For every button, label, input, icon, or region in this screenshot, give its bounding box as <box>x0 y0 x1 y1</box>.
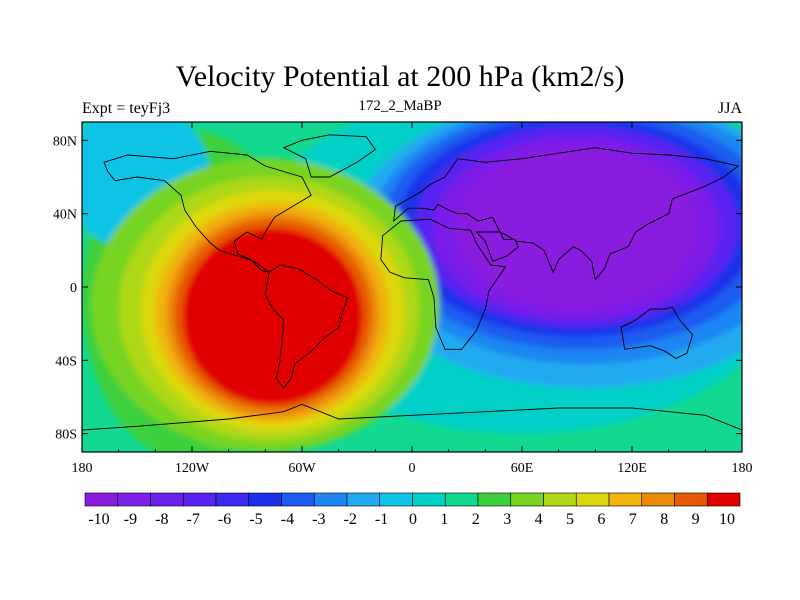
colorbar-label: 6 <box>597 511 605 528</box>
colorbar-cell <box>575 492 610 507</box>
coastline-eurasia <box>393 147 740 281</box>
coastline-antarctica <box>82 403 742 452</box>
field-band <box>456 147 698 309</box>
x-tick-label: 120W <box>175 461 210 476</box>
case-label: 172_2_MaBP <box>358 98 442 114</box>
x-tick-label: 120E <box>617 461 647 476</box>
colorbar-label: 3 <box>503 511 511 528</box>
colorbar-cell <box>281 492 315 507</box>
contour-field <box>82 122 742 452</box>
colorbar-cell <box>150 492 184 507</box>
colorbar-cell <box>84 492 119 507</box>
colorbar-cell <box>543 492 577 507</box>
colorbar-label: -1 <box>375 511 388 528</box>
colorbar-cell <box>412 492 446 507</box>
colorbar-label: 2 <box>472 511 480 528</box>
coastline-africa <box>380 218 507 350</box>
colorbar-label: -3 <box>312 511 325 528</box>
x-tick-label: 180 <box>732 461 753 476</box>
colorbar-cell <box>674 492 708 507</box>
coastline-australia <box>620 306 694 360</box>
experiment-label: Expt = teyFj3 <box>82 100 171 117</box>
continent-outlines <box>82 134 742 452</box>
colorbar-label: 10 <box>719 511 735 528</box>
axes: 180 120W 60W 0 60E 120E 180 80N 40N 0 40S 80S <box>53 122 753 476</box>
colorbar-cell <box>248 492 282 507</box>
x-tick-label: 0 <box>409 461 416 476</box>
x-tick-label: 180 <box>72 461 93 476</box>
colorbar-label: 0 <box>409 511 417 528</box>
colorbar-label: -2 <box>344 511 357 528</box>
colorbar-label: 8 <box>660 511 668 528</box>
colorbar-label: 4 <box>535 511 543 528</box>
x-tick-label: 60E <box>511 461 534 476</box>
colorbar-label: -10 <box>88 511 109 528</box>
y-tick-label: 40S <box>55 354 77 369</box>
colorbar-label: 1 <box>440 511 448 528</box>
colorbar-label: -7 <box>187 511 200 528</box>
colorbar-label: 5 <box>566 511 574 528</box>
colorbar-cell <box>641 492 675 507</box>
y-tick-label: 0 <box>70 281 77 296</box>
colorbar-cell <box>117 492 151 507</box>
colorbar-label: -5 <box>249 511 262 528</box>
colorbar-cell <box>182 492 217 507</box>
season-label: JJA <box>717 100 742 117</box>
x-tick-label: 60W <box>288 461 316 476</box>
colorbar-cell <box>346 492 381 507</box>
colorbar-cell <box>706 492 741 507</box>
y-tick-label: 80N <box>53 134 77 149</box>
colorbar-cell <box>379 492 413 507</box>
coastline-north-america <box>103 150 312 273</box>
colorbar-cell <box>313 492 348 507</box>
colorbar-label: -9 <box>124 511 137 528</box>
colorbar-cell <box>215 492 250 507</box>
coastline-arabia <box>475 231 519 262</box>
colorbar-label: -8 <box>155 511 168 528</box>
colorbar-label: 9 <box>692 511 700 528</box>
coastline-greenland <box>282 134 376 178</box>
colorbar-label: -6 <box>218 511 231 528</box>
coastline-south-america <box>264 264 349 389</box>
colorbar: -10 -9 -8 -7 -6 -5 -4 -3 -2 -1 0 1 2 3 4 5 6 7 8 9 10 <box>84 492 741 528</box>
colorbar-cell <box>444 492 479 507</box>
colorbar-cell <box>510 492 544 507</box>
colorbar-label: -4 <box>281 511 294 528</box>
colorbar-cell <box>477 492 512 507</box>
field-band <box>182 228 363 405</box>
y-tick-label: 40N <box>53 208 77 223</box>
colorbar-cell <box>608 492 643 507</box>
y-tick-label: 80S <box>55 428 77 443</box>
chart-title: Velocity Potential at 200 hPa (km2/s) <box>175 60 625 93</box>
colorbar-label: 7 <box>629 511 637 528</box>
